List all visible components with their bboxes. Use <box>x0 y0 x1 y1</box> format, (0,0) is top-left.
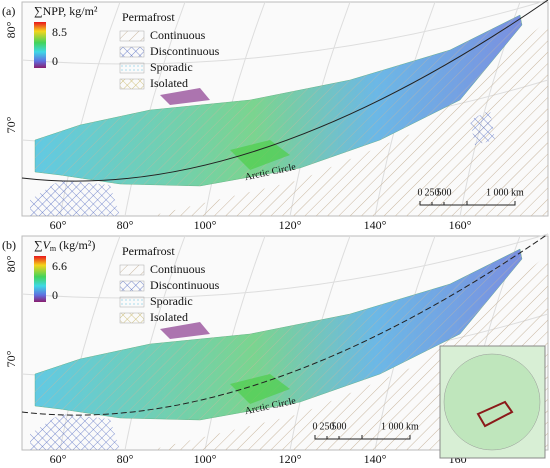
legend-swatch <box>119 280 145 292</box>
title-part: V <box>43 238 52 252</box>
discontinuous-zone <box>30 414 120 450</box>
longitude-label: 60° <box>50 452 67 466</box>
scale-bar <box>419 201 516 206</box>
title-part: ∑ <box>34 4 43 18</box>
legend-item: Discontinuous <box>150 44 220 58</box>
meridian <box>124 235 186 451</box>
legend-item: Sporadic <box>150 60 193 74</box>
longitude-label: 120° <box>279 452 302 466</box>
discontinuous-zone <box>470 110 495 145</box>
scale-label: 250 <box>425 187 440 198</box>
parallel <box>21 233 549 299</box>
colorbar-max: 8.5 <box>52 25 67 39</box>
longitude-label: 140° <box>364 218 387 232</box>
scale-label: 250 <box>320 421 335 432</box>
latitude-label: 70° <box>4 116 18 133</box>
scale-label: 500 <box>332 421 347 432</box>
legend-item: Sporadic <box>150 294 193 308</box>
low-npp-patch <box>160 88 210 105</box>
longitude-label: 100° <box>194 218 217 232</box>
scale-label: 1 000 km <box>486 187 524 198</box>
scale-label: 500 <box>437 187 452 198</box>
high-npp-patch <box>230 140 290 170</box>
low-npp-patch <box>160 322 210 339</box>
legend-item: Isolated <box>150 76 188 90</box>
legend-title: Permafrost <box>122 10 175 24</box>
legend-swatch <box>119 30 145 42</box>
scale-label: 1 000 km <box>381 421 419 432</box>
continuous-zone <box>150 20 548 216</box>
latitude-label: 80° <box>4 255 18 272</box>
legend-item: Continuous <box>150 262 206 276</box>
panel-label: (a) <box>2 4 15 18</box>
meridian <box>124 1 186 217</box>
map-panel: Arctic Circle(a) ∑NPP, kg/m²8.50Permafros… <box>2 0 549 232</box>
longitude-label: 100° <box>194 452 217 466</box>
high-npp-patch <box>230 374 290 404</box>
parallel <box>21 0 549 65</box>
legend-title: Permafrost <box>122 244 175 258</box>
legend-swatch <box>119 296 145 308</box>
study-hatch <box>35 15 522 186</box>
longitude-label: 60° <box>50 218 67 232</box>
legend-swatch <box>119 46 145 58</box>
legend-item: Isolated <box>150 310 188 324</box>
arctic-circle <box>21 233 549 416</box>
longitude-label: 80° <box>117 452 134 466</box>
inset-region <box>476 400 514 428</box>
longitude-label: 140° <box>364 452 387 466</box>
longitude-label: 120° <box>279 218 302 232</box>
longitude-label: 80° <box>117 218 134 232</box>
legend-swatch <box>119 264 145 276</box>
title-part: (kg/m²) <box>56 238 95 252</box>
title-part: m <box>50 244 57 253</box>
panel-label: (b) <box>2 238 16 252</box>
scale-bar <box>314 435 411 440</box>
study-hatch <box>35 249 522 420</box>
title-part: , kg/m² <box>63 4 98 18</box>
legend-swatch <box>119 78 145 90</box>
inset-globe <box>443 353 541 451</box>
discontinuous-zone <box>30 180 120 216</box>
arctic-circle <box>21 0 549 182</box>
colorbar <box>34 256 46 302</box>
colorbar-min: 0 <box>52 288 58 302</box>
colorbar-title: ∑Vm (kg/m²) <box>34 238 95 253</box>
legend-item: Continuous <box>150 28 206 42</box>
scale-label: 0 <box>418 187 423 198</box>
legend-item: Discontinuous <box>150 278 220 292</box>
title-part: NPP <box>43 4 65 18</box>
colorbar-max: 6.6 <box>52 259 67 273</box>
scale-label: 0 <box>313 421 318 432</box>
latitude-label: 80° <box>4 21 18 38</box>
legend-swatch <box>119 62 145 74</box>
colorbar-min: 0 <box>52 54 58 68</box>
title-part: ∑ <box>34 238 43 252</box>
latitude-label: 70° <box>4 350 18 367</box>
map-panel: Arctic Circle(b) ∑Vm (kg/m²)6.60Permafros… <box>2 233 549 466</box>
longitude-label: 160° <box>449 218 472 232</box>
colorbar-title: ∑NPP, kg/m² <box>34 4 98 18</box>
legend-swatch <box>119 312 145 324</box>
colorbar <box>34 22 46 68</box>
